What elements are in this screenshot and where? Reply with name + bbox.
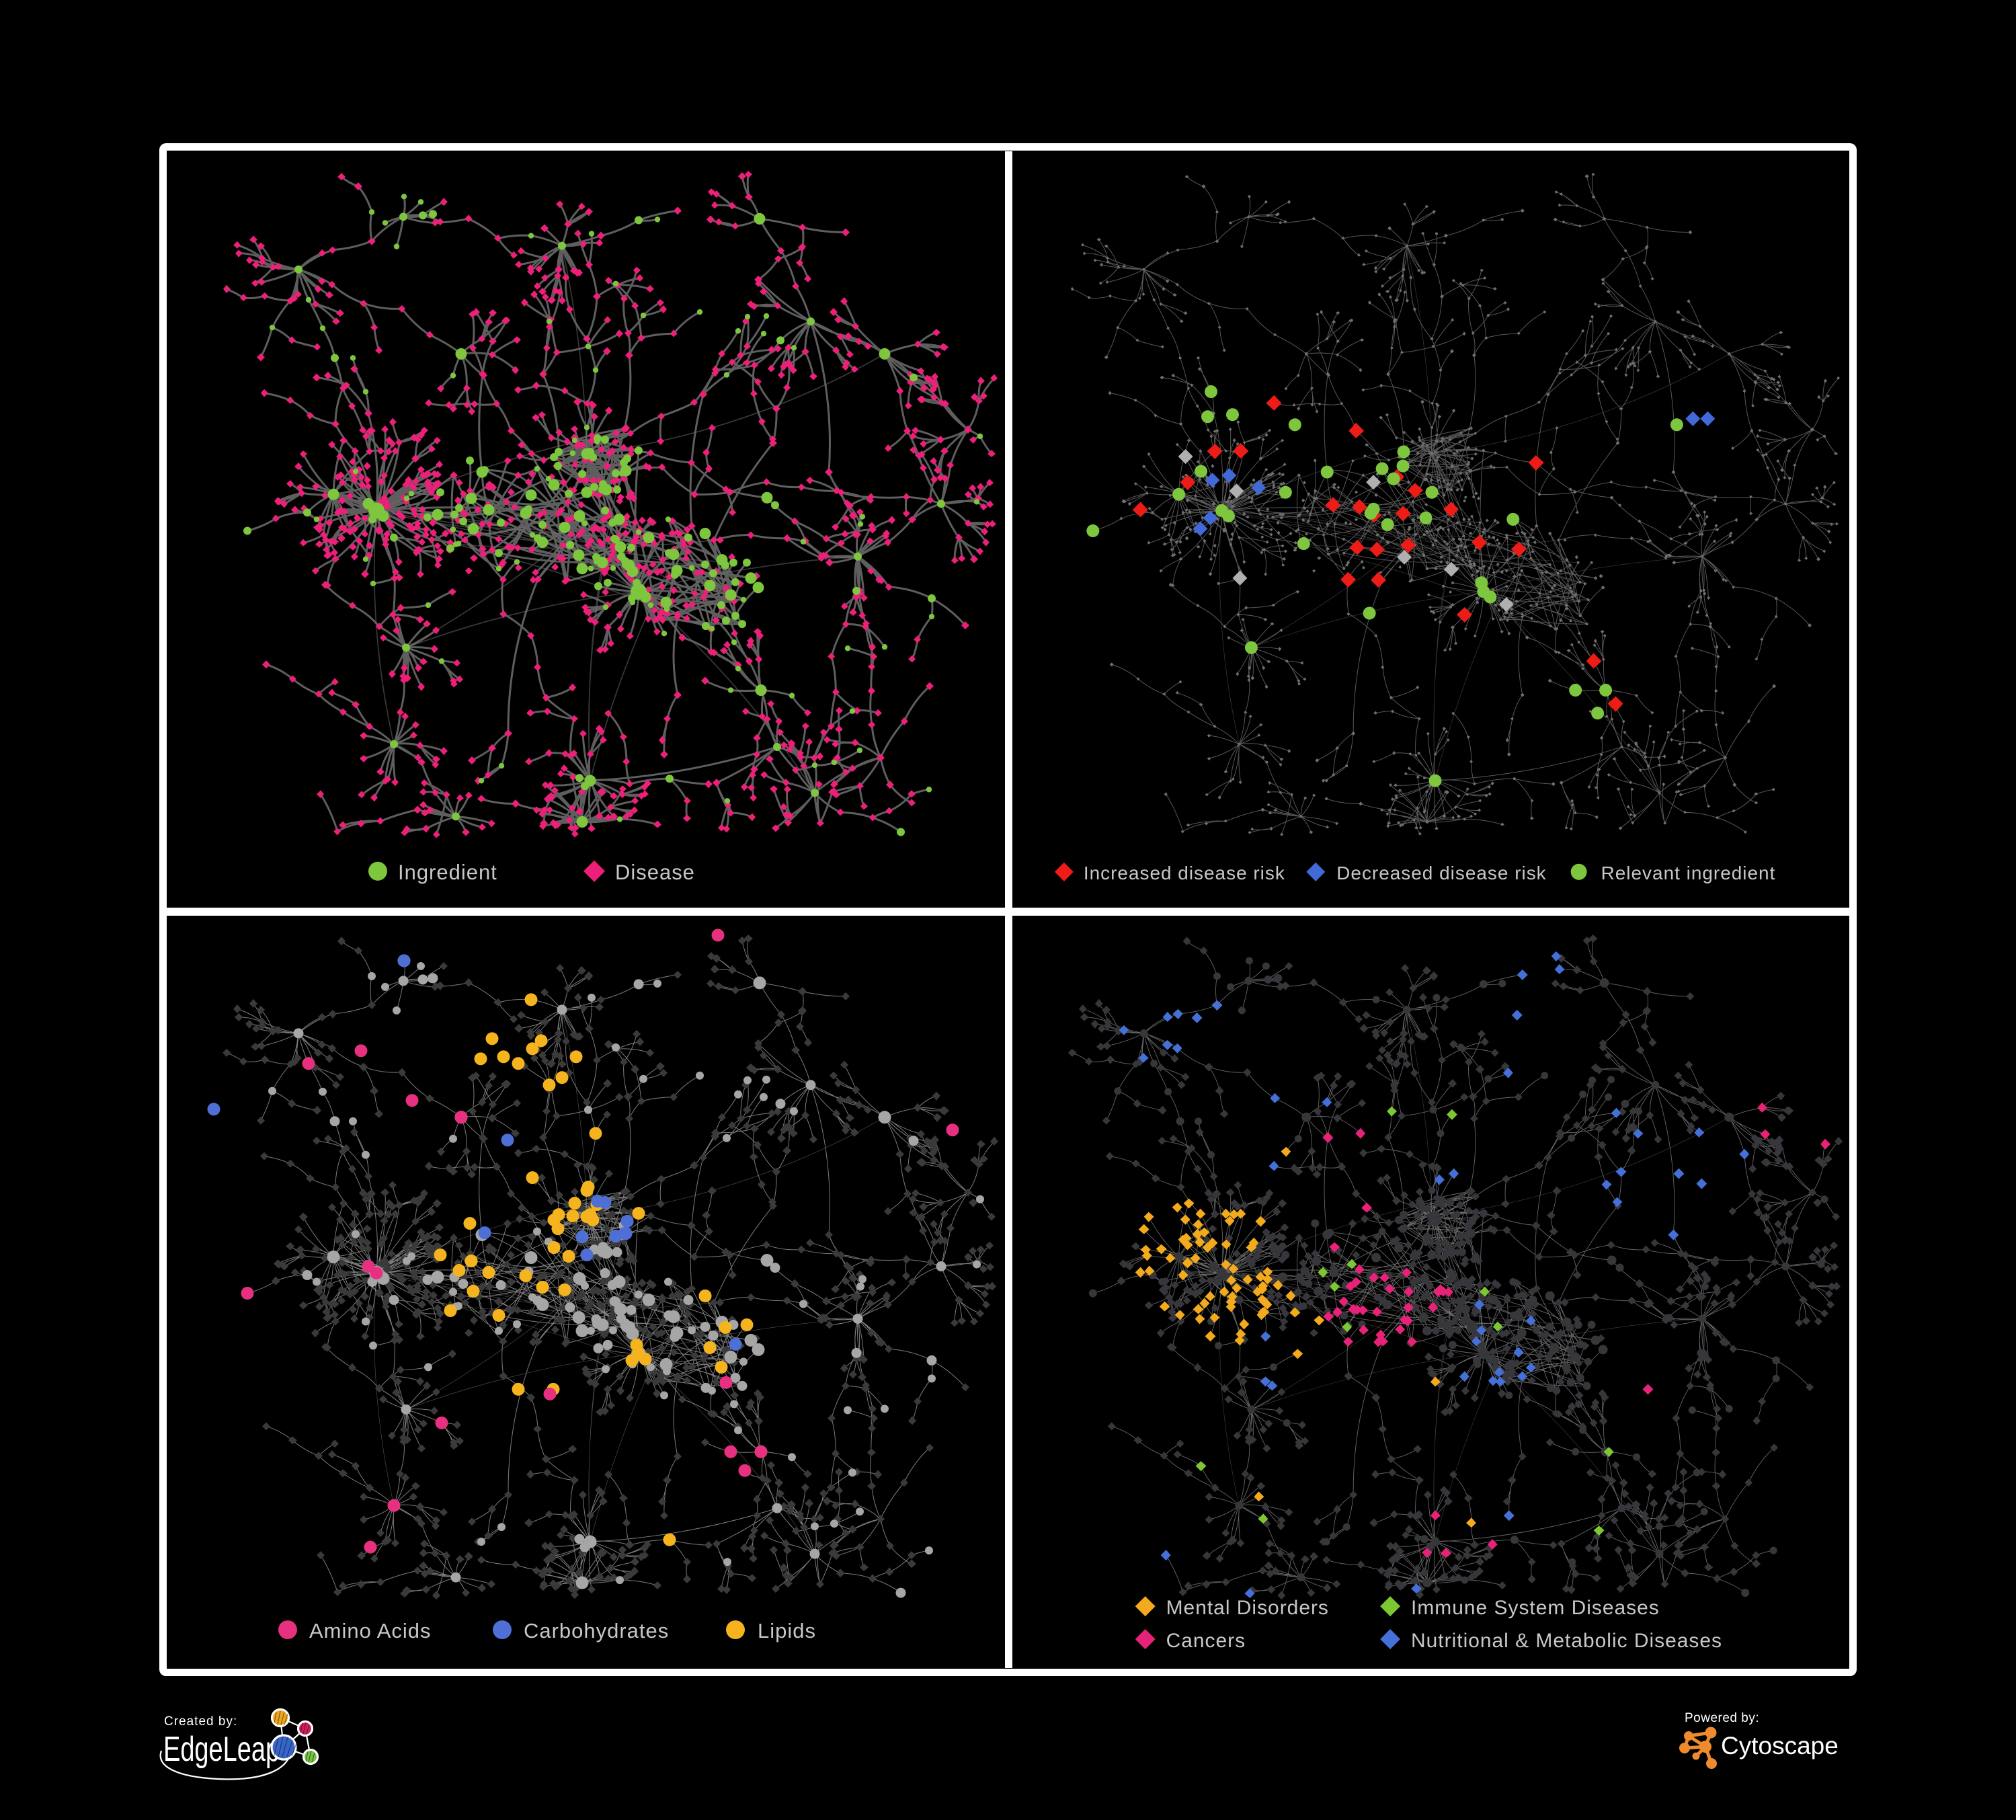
svg-text:Created by:: Created by: [164,1714,237,1729]
svg-text:Relevant ingredient: Relevant ingredient [1601,863,1776,883]
svg-text:Immune System Diseases: Immune System Diseases [1411,1597,1660,1619]
svg-text:Increased disease risk: Increased disease risk [1084,863,1285,883]
svg-text:Powered by:: Powered by: [1685,1711,1759,1725]
svg-text:Carbohydrates: Carbohydrates [524,1619,669,1643]
svg-text:EdgeLeap: EdgeLeap [163,1729,280,1768]
svg-text:Nutritional & Metabolic Diseas: Nutritional & Metabolic Diseases [1411,1630,1722,1652]
svg-text:Mental Disorders: Mental Disorders [1166,1597,1329,1619]
svg-text:Cancers: Cancers [1166,1630,1246,1652]
svg-text:Decreased disease risk: Decreased disease risk [1336,863,1546,883]
svg-text:Ingredient: Ingredient [398,861,497,884]
svg-text:Lipids: Lipids [758,1619,816,1643]
svg-text:Amino Acids: Amino Acids [309,1619,431,1643]
svg-text:Cytoscape: Cytoscape [1721,1732,1839,1759]
svg-text:Disease: Disease [615,861,695,884]
